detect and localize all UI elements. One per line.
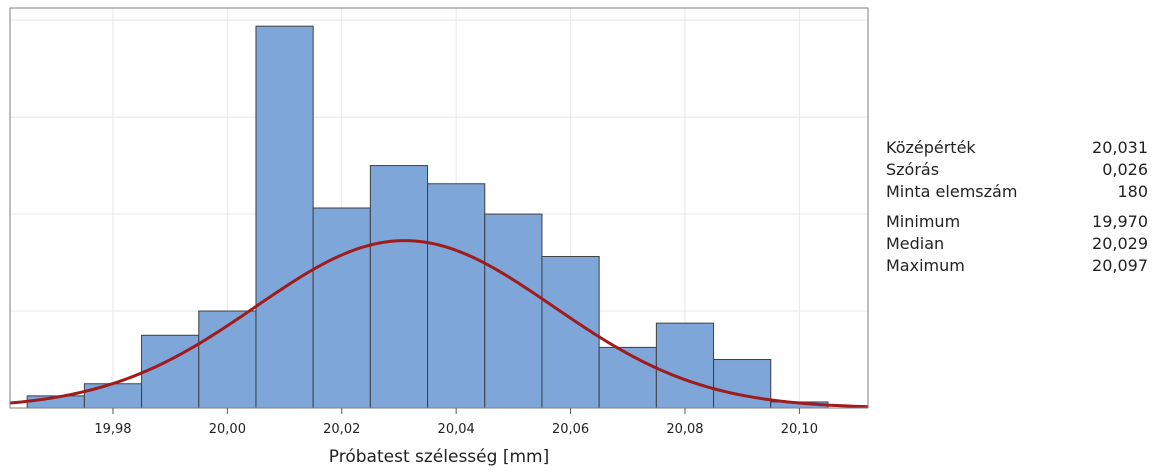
histogram-bar (369, 165, 429, 409)
stat-label: Szórás (886, 160, 940, 179)
stat-row-median: Median 20,029 (886, 233, 1148, 255)
x-tick-label: 19,98 (94, 422, 131, 437)
x-tick-label: 20,02 (323, 422, 360, 437)
histogram-bar (312, 207, 371, 409)
stat-row-sample-size: Minta elemszám 180 (886, 181, 1148, 203)
histogram-bar (484, 213, 543, 409)
histogram-bar (598, 346, 657, 409)
histogram-bar (427, 183, 486, 409)
stat-label: Középérték (886, 138, 976, 157)
stat-label: Maximum (886, 256, 965, 275)
x-tick-label: 20,00 (209, 422, 246, 437)
histogram-bar (713, 359, 772, 409)
stats-group-range: Minimum 19,970 Median 20,029 Maximum 20,… (886, 211, 1148, 277)
normal-fit-curve (9, 239, 869, 409)
histogram-bars (26, 25, 829, 409)
stats-group-primary: Középérték 20,031 Szórás 0,026 Minta ele… (886, 137, 1148, 203)
x-axis-title: Próbatest szélesség [mm] (329, 447, 549, 467)
stat-label: Minimum (886, 212, 961, 231)
stat-row-mean: Középérték 20,031 (886, 137, 1148, 159)
stat-value: 20,029 (1092, 234, 1148, 253)
stat-value: 19,970 (1092, 212, 1148, 231)
histogram-bar (83, 383, 143, 409)
summary-stats-panel: Középérték 20,031 Szórás 0,026 Minta ele… (886, 137, 1148, 277)
stat-row-maximum: Maximum 20,097 (886, 255, 1148, 277)
histogram-bar (141, 334, 200, 409)
stat-value: 0,026 (1102, 160, 1148, 179)
x-tick-label: 20,08 (666, 422, 703, 437)
histogram-bar (655, 322, 715, 409)
stat-row-std-dev: Szórás 0,026 (886, 159, 1148, 181)
stat-row-minimum: Minimum 19,970 (886, 211, 1148, 233)
histogram-bar (255, 25, 314, 409)
stat-label: Minta elemszám (886, 182, 1018, 201)
stat-value: 20,031 (1092, 138, 1148, 157)
x-axis-ticks: 19,98 20,00 20,02 20,04 20,06 20,08 20,10 (94, 408, 818, 437)
x-tick-label: 20,04 (438, 422, 475, 437)
plot-frame (9, 7, 869, 409)
stat-label: Median (886, 234, 945, 253)
stat-value: 20,097 (1092, 256, 1148, 275)
x-tick-label: 20,06 (552, 422, 589, 437)
stat-value: 180 (1117, 182, 1148, 201)
x-tick-label: 20,10 (781, 422, 818, 437)
